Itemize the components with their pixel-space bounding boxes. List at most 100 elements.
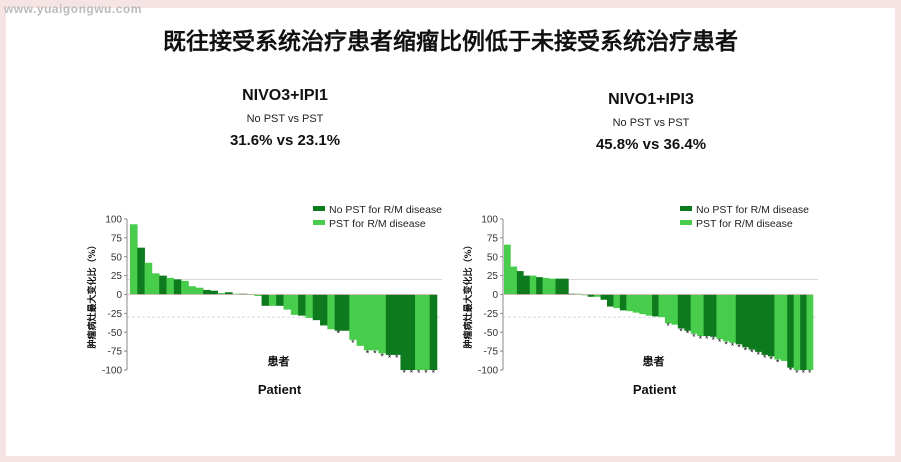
y-tick-label: 25 bbox=[111, 271, 123, 282]
bar bbox=[217, 292, 226, 295]
bar bbox=[632, 294, 640, 313]
bar bbox=[645, 294, 653, 316]
y-tick-label: -100 bbox=[102, 366, 122, 377]
slide-title: 既往接受系统治疗患者缩瘤比例低于未接受系统治疗患者 bbox=[163, 29, 738, 55]
star-marker: * bbox=[802, 368, 806, 378]
bar bbox=[684, 294, 691, 331]
star-marker: * bbox=[679, 326, 683, 336]
x-axis-label: Patient bbox=[633, 382, 677, 397]
watermark: www.yuaigongwu.com bbox=[4, 2, 142, 16]
bar bbox=[385, 294, 394, 355]
y-tick-label: -25 bbox=[108, 309, 123, 320]
bar bbox=[510, 266, 518, 295]
y-tick-label: -50 bbox=[484, 328, 499, 339]
bar bbox=[166, 277, 175, 295]
panel-header-left: NIVO3+IPI1 No PST vs PST 31.6% vs 23.1% bbox=[135, 87, 435, 149]
bar bbox=[774, 294, 782, 360]
bar bbox=[422, 294, 430, 370]
bar bbox=[312, 294, 321, 321]
bar bbox=[716, 294, 724, 340]
bar bbox=[581, 294, 588, 296]
bar bbox=[767, 294, 775, 357]
star-marker: * bbox=[795, 368, 799, 378]
star-marker: * bbox=[731, 341, 735, 351]
star-marker: * bbox=[692, 332, 696, 342]
arm-name: NIVO3+IPI1 bbox=[242, 87, 328, 104]
bar bbox=[400, 294, 409, 370]
y-tick-label: 75 bbox=[111, 233, 123, 244]
star-marker: * bbox=[380, 351, 384, 361]
bar bbox=[761, 294, 769, 355]
y-tick-label: 75 bbox=[487, 233, 499, 244]
star-marker: * bbox=[776, 357, 780, 367]
legend-swatch bbox=[313, 206, 325, 211]
bar bbox=[144, 262, 153, 295]
bar bbox=[130, 224, 138, 295]
bar bbox=[188, 286, 197, 295]
star-marker: * bbox=[737, 342, 741, 352]
star-marker: * bbox=[750, 348, 754, 358]
bar bbox=[800, 294, 807, 370]
star-marker: * bbox=[388, 353, 392, 363]
comparison-label: No PST vs PST bbox=[612, 117, 690, 129]
y-tick-label: 50 bbox=[487, 252, 499, 263]
y-axis-label: 肿瘤病灶最大变化比（%） bbox=[462, 240, 474, 348]
bar bbox=[173, 279, 182, 295]
legend-swatch bbox=[680, 206, 692, 211]
bar bbox=[203, 289, 211, 295]
bar bbox=[755, 294, 762, 352]
bar bbox=[568, 293, 576, 295]
star-marker: * bbox=[395, 353, 399, 363]
bar bbox=[225, 292, 233, 295]
bar bbox=[290, 294, 299, 315]
bar bbox=[356, 294, 365, 346]
star-marker: * bbox=[769, 354, 773, 364]
bar bbox=[137, 247, 145, 295]
bar bbox=[276, 294, 284, 306]
y-tick-label: 25 bbox=[487, 271, 499, 282]
bar bbox=[729, 294, 737, 343]
bar bbox=[664, 294, 672, 324]
bar bbox=[195, 287, 204, 295]
bar bbox=[523, 275, 531, 295]
star-marker: * bbox=[686, 329, 690, 339]
bar bbox=[561, 278, 569, 295]
bar bbox=[639, 294, 646, 315]
star-marker: * bbox=[432, 368, 436, 378]
legend-swatch bbox=[313, 220, 325, 225]
bar bbox=[652, 294, 659, 317]
response-rates: 45.8% vs 36.4% bbox=[595, 136, 707, 153]
bar bbox=[600, 294, 608, 300]
bar bbox=[504, 244, 511, 295]
y-tick-label: -50 bbox=[108, 328, 123, 339]
bar bbox=[806, 294, 814, 370]
star-marker: * bbox=[757, 350, 761, 360]
bar bbox=[793, 294, 801, 370]
star-marker: * bbox=[711, 335, 715, 345]
bar bbox=[371, 294, 379, 351]
bar bbox=[555, 278, 563, 295]
bar bbox=[239, 293, 248, 295]
bar bbox=[677, 294, 685, 329]
bar bbox=[613, 294, 621, 309]
bar bbox=[742, 294, 749, 348]
bar bbox=[261, 294, 270, 306]
y-tick-label: -75 bbox=[484, 347, 499, 358]
y-tick-label: 100 bbox=[105, 215, 122, 226]
star-marker: * bbox=[417, 368, 421, 378]
bar bbox=[549, 278, 556, 295]
bar bbox=[594, 294, 601, 297]
star-marker: * bbox=[410, 368, 414, 378]
bar bbox=[268, 294, 277, 306]
bar bbox=[542, 277, 550, 295]
y-axis-label: 肿瘤病灶最大变化比（%） bbox=[86, 240, 98, 348]
star-marker: * bbox=[424, 368, 428, 378]
star-marker: * bbox=[402, 368, 406, 378]
bar bbox=[529, 275, 537, 295]
bar bbox=[407, 294, 416, 370]
bar bbox=[378, 294, 387, 354]
bar bbox=[787, 294, 794, 368]
bar bbox=[305, 294, 314, 318]
y-tick-label: 50 bbox=[111, 252, 123, 263]
star-marker: * bbox=[763, 353, 767, 363]
